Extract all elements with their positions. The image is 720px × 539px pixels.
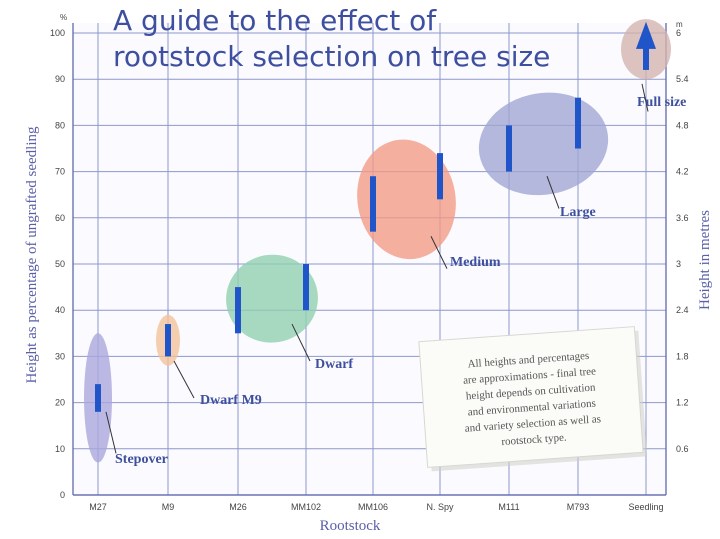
group-label: Dwarf	[315, 357, 353, 372]
group-callouts: Stepover Dwarf M9 Dwarf Medium Large Full siz…	[105, 83, 686, 467]
y-tick-label: 50	[55, 259, 65, 269]
callout-leader	[291, 323, 311, 362]
x-tick-label: M26	[229, 502, 247, 512]
range-bar	[165, 324, 171, 357]
y2-axis-label: Height in metres	[697, 210, 713, 310]
y-axis-label: Height as percentage of ungrafted seedli…	[24, 126, 40, 383]
callout-leader	[105, 411, 117, 454]
range-bars	[95, 21, 656, 412]
y-tick-label: 0	[60, 490, 65, 500]
x-tick-label: M793	[567, 502, 590, 512]
y2-tick-label: 4.8	[676, 120, 689, 130]
y-tick-label: 80	[55, 120, 65, 130]
callout-leader	[430, 236, 448, 269]
note-line: rootstock type.	[501, 432, 567, 449]
x-tick-label: M27	[89, 502, 107, 512]
y-tick-label: 10	[55, 444, 65, 454]
y-tick-label: 100	[50, 28, 65, 38]
y2-tick-label: 2.4	[676, 305, 689, 315]
y-tick-label: 40	[55, 305, 65, 315]
group-label: Medium	[450, 255, 501, 270]
callout-leader	[173, 360, 195, 399]
arrow-head-icon	[636, 21, 656, 49]
x-tick-label: N. Spy	[426, 502, 454, 512]
y2-tick-label: 3.6	[676, 213, 689, 223]
group-label: Full size	[637, 95, 686, 110]
range-bar	[437, 153, 443, 200]
range-bar	[506, 125, 512, 172]
y-axis-ticks: 0 10 20 30 40 50 60 70 80 90 100	[50, 28, 65, 500]
note-card-paper	[418, 326, 644, 468]
y2-tick-label: 6	[676, 28, 681, 38]
y2-tick-label: 0.6	[676, 444, 689, 454]
y-axis-unit: %	[60, 13, 67, 22]
x-tick-label: MM102	[291, 502, 321, 512]
chart-title-line-1: A guide to the effect of	[113, 4, 437, 37]
y2-tick-label: 1.2	[676, 398, 689, 408]
group-ellipse	[357, 139, 456, 260]
y-tick-label: 90	[55, 74, 65, 84]
range-bar	[370, 176, 376, 232]
callout-leader	[546, 176, 560, 209]
y2-tick-label: 3	[676, 259, 681, 269]
x-tick-label: MM106	[358, 502, 388, 512]
y2-axis-ticks: 0.6 1.2 1.8 2.4 3 3.6 4.2 4.8 5.4 6	[676, 28, 689, 454]
y-tick-label: 60	[55, 213, 65, 223]
y-tick-label: 70	[55, 167, 65, 177]
group-label: Dwarf M9	[200, 393, 262, 408]
x-axis-label: Rootstock	[320, 518, 381, 534]
x-tick-label: M9	[162, 502, 175, 512]
chart-title-line-2: rootstock selection on tree size	[113, 40, 550, 73]
y2-tick-label: 4.2	[676, 167, 689, 177]
x-tick-label: Seedling	[628, 502, 663, 512]
range-bar	[95, 384, 101, 412]
range-bar	[235, 287, 241, 334]
y2-tick-label: 1.8	[676, 351, 689, 361]
x-axis-ticks: M27 M9 M26 MM102 MM106 N. Spy M111 M793 Seedling	[89, 502, 663, 512]
group-label: Large	[560, 205, 596, 220]
range-bar	[303, 264, 309, 311]
y-tick-label: 20	[55, 398, 65, 408]
y2-axis-unit: m	[676, 20, 683, 29]
y2-tick-label: 5.4	[676, 74, 689, 84]
group-ellipse	[226, 254, 318, 343]
range-bar	[575, 97, 581, 149]
x-tick-label: M111	[498, 502, 519, 512]
group-label: Stepover	[115, 452, 168, 467]
y-tick-label: 30	[55, 351, 65, 361]
callout-leader	[641, 83, 649, 112]
